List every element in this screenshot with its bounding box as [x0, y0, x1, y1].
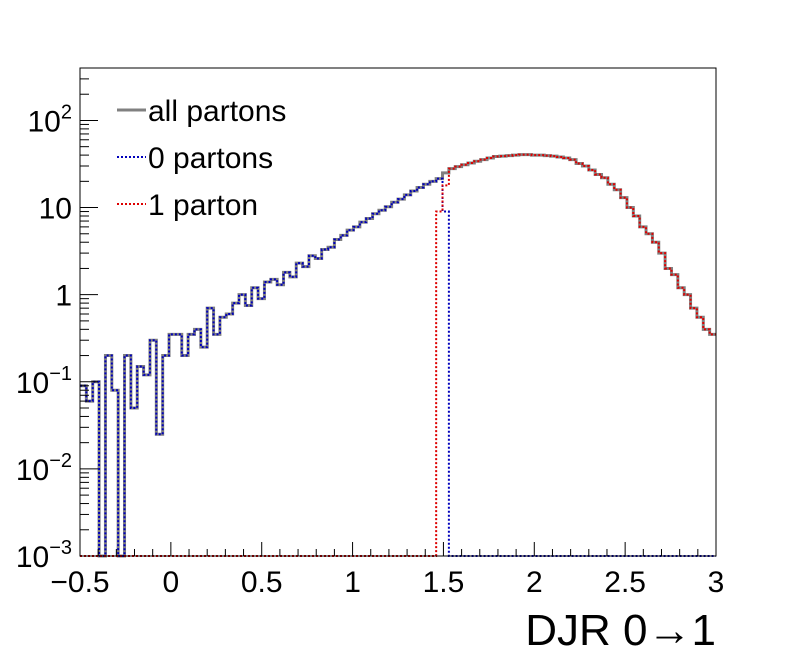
series-line-1-parton — [80, 153, 716, 557]
x-tick-label: 0.5 — [241, 566, 283, 599]
legend-label: all partons — [148, 95, 286, 128]
x-axis-title: DJR 0→1 — [525, 606, 716, 655]
y-tick-label: 102 — [28, 101, 73, 138]
y-tick-label: 10 — [39, 193, 72, 226]
x-tick-label: 1 — [344, 566, 361, 599]
plot-frame — [79, 67, 717, 557]
x-tick-label: 1.5 — [423, 566, 465, 599]
series-line-0-partons — [80, 177, 716, 557]
x-tick-label: 0 — [163, 566, 180, 599]
axes-layer: −0.5 0 0.5 1 1.5 2 2.5 3 10−3 10−2 10−1 1 10 102 — [16, 78, 725, 599]
y-tick-label: 10−1 — [16, 363, 72, 400]
legend: all partons 0 partons 1 parton — [117, 95, 286, 222]
legend-label: 0 partons — [148, 142, 273, 175]
x-tick-label: 3 — [708, 566, 725, 599]
series-layer — [80, 153, 716, 558]
legend-label: 1 parton — [148, 189, 258, 222]
x-tick-label: 2 — [526, 566, 543, 599]
y-tick-label: 10−3 — [16, 537, 72, 574]
x-tick-label: −0.5 — [50, 566, 109, 599]
x-tick-label: 2.5 — [604, 566, 646, 599]
y-tick-label: 10−2 — [16, 450, 72, 487]
y-tick-label: 1 — [55, 280, 72, 313]
